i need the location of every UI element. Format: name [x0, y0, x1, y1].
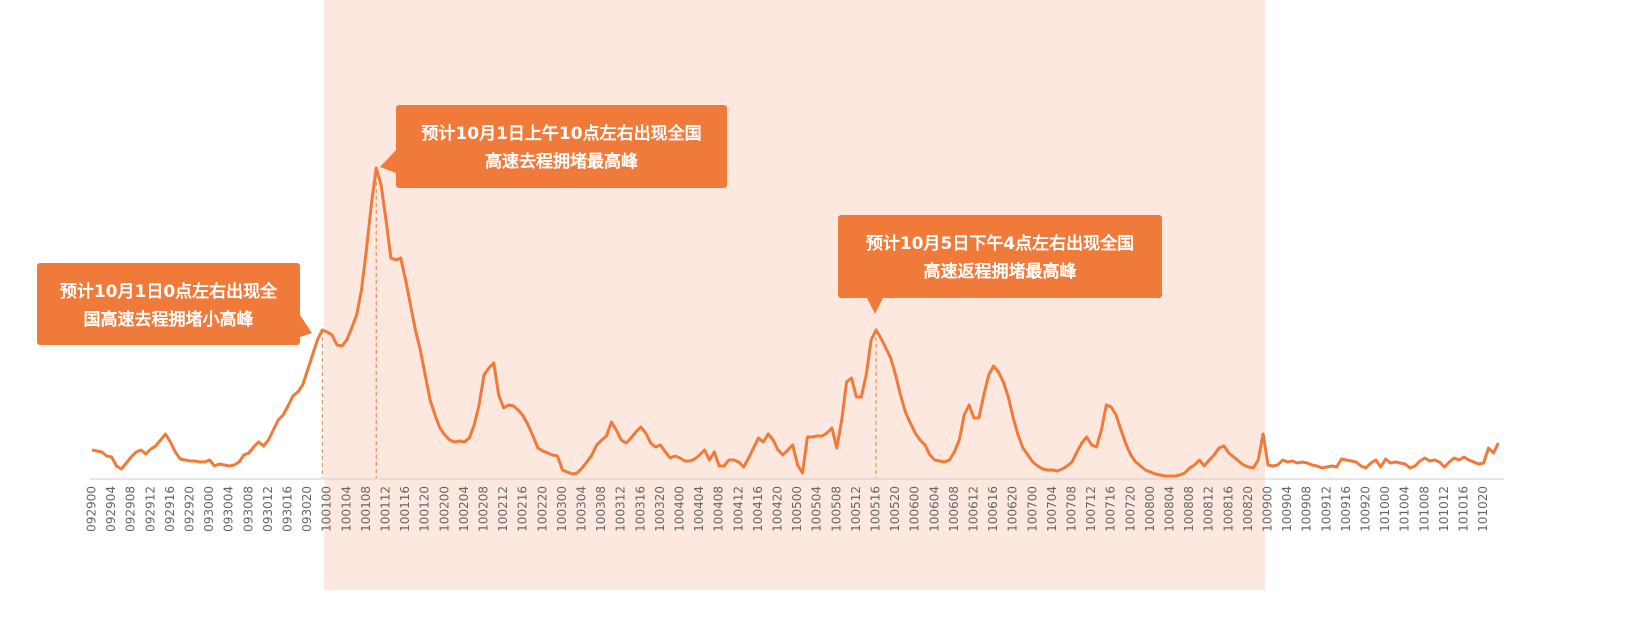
x-tick-label: 100700: [1025, 486, 1039, 532]
x-tick-label: 100104: [339, 486, 353, 532]
x-tick-label: 100900: [1261, 486, 1275, 532]
x-tick-label: 101000: [1378, 486, 1392, 532]
x-tick-label: 093020: [300, 486, 314, 532]
line-series: [91, 166, 1500, 478]
callout-box: [37, 263, 300, 345]
x-tick-label: 092912: [143, 486, 157, 532]
callout-box: [838, 215, 1162, 298]
x-tick-label: 100600: [908, 486, 922, 532]
x-tick-label: 093016: [281, 486, 295, 532]
callout-text: 预计10月1日上午10点左右出现全国: [421, 123, 701, 144]
x-tick-label: 100220: [535, 486, 549, 532]
x-tick-label: 100116: [398, 486, 412, 532]
x-tick-label: 100100: [320, 486, 334, 532]
x-tick-label: 100316: [633, 486, 647, 532]
x-tick-label: 093008: [241, 486, 255, 532]
callout-text: 高速去程拥堵最高峰: [485, 151, 639, 172]
x-tick-label: 093012: [261, 486, 275, 532]
x-tick-label: 092920: [183, 486, 197, 532]
x-tick-label: 101012: [1437, 486, 1451, 532]
x-tick-label: 100412: [731, 486, 745, 532]
x-tick-label: 100200: [437, 486, 451, 532]
x-tick-label: 101008: [1417, 486, 1431, 532]
x-tick-label: 100508: [829, 486, 843, 532]
x-tick-label: 100500: [790, 486, 804, 532]
x-tick-label: 100420: [771, 486, 785, 532]
x-tick-label: 100804: [1163, 486, 1177, 532]
x-tick-label: 100520: [888, 486, 902, 532]
x-tick-label: 100120: [418, 486, 432, 532]
x-tick-label: 100708: [1065, 486, 1079, 532]
x-tick-label: 100208: [477, 486, 491, 532]
x-tick-label: 100820: [1241, 486, 1255, 532]
x-tick-label: 100812: [1202, 486, 1216, 532]
x-tick-label: 100204: [457, 486, 471, 532]
x-tick-label: 093000: [202, 486, 216, 532]
x-tick-label: 100308: [594, 486, 608, 532]
x-tick-label: 092916: [163, 486, 177, 532]
x-tick-label: 100904: [1280, 486, 1294, 532]
x-tick-label: 100400: [673, 486, 687, 532]
x-tick-label: 100416: [751, 486, 765, 532]
x-tick-label: 100816: [1221, 486, 1235, 532]
x-tick-label: 100720: [1123, 486, 1137, 532]
callout-text: 国高速去程拥堵小高峰: [84, 309, 255, 330]
x-tick-label: 101016: [1457, 486, 1471, 532]
x-tick-label: 100516: [869, 486, 883, 532]
x-tick-label: 100716: [1104, 486, 1118, 532]
x-tick-label: 100620: [1006, 486, 1020, 532]
x-tick-label: 100404: [692, 486, 706, 532]
callout-pointer: [867, 298, 883, 314]
x-tick-label: 100908: [1300, 486, 1314, 532]
callout-pointer: [300, 315, 312, 337]
x-tick-label: 092904: [104, 486, 118, 532]
x-tick-label: 093004: [222, 486, 236, 532]
callout-text: 高速返程拥堵最高峰: [924, 261, 1078, 282]
x-tick-label: 100704: [1045, 486, 1059, 532]
x-tick-label: 100320: [653, 486, 667, 532]
x-tick-label: 100612: [967, 486, 981, 532]
x-tick-label: 100920: [1359, 486, 1373, 532]
x-tick-label: 100916: [1339, 486, 1353, 532]
callout-text: 预计10月5日下午4点左右出现全国: [866, 233, 1134, 254]
x-tick-label: 100912: [1319, 486, 1333, 532]
x-tick-label: 100216: [516, 486, 530, 532]
x-tick-label: 100212: [496, 486, 510, 532]
x-tick-label: 100712: [1084, 486, 1098, 532]
x-tick-label: 092900: [85, 486, 99, 532]
x-tick-label: 100300: [555, 486, 569, 532]
x-tick-label: 100304: [575, 486, 589, 532]
x-tick-label: 100604: [927, 486, 941, 532]
x-tick-label: 100112: [379, 486, 393, 532]
x-tick-label: 100800: [1143, 486, 1157, 532]
callout-text: 预计10月1日0点左右出现全: [60, 281, 278, 302]
x-tick-label: 101004: [1398, 486, 1412, 532]
x-tick-label: 100608: [947, 486, 961, 532]
x-tick-label: 100808: [1182, 486, 1196, 532]
x-tick-label: 100312: [614, 486, 628, 532]
x-tick-label: 100616: [986, 486, 1000, 532]
callout-box: [396, 105, 727, 188]
x-tick-label: 092908: [124, 486, 138, 532]
x-tick-label: 101020: [1476, 486, 1490, 532]
callout-pointer: [380, 150, 396, 173]
x-tick-label: 100408: [712, 486, 726, 532]
x-tick-label: 100108: [359, 486, 373, 532]
x-tick-label: 100504: [810, 486, 824, 532]
x-tick-label: 100512: [849, 486, 863, 532]
